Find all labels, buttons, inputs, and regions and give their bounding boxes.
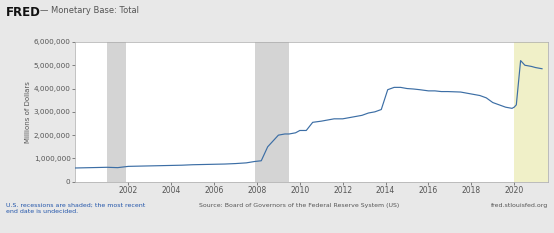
- Bar: [107, 42, 126, 182]
- Text: FRED: FRED: [6, 6, 40, 19]
- Text: U.S. recessions are shaded; the most recent
end date is undecided.: U.S. recessions are shaded; the most rec…: [6, 203, 145, 214]
- Text: fred.stlouisfed.org: fred.stlouisfed.org: [491, 203, 548, 208]
- Text: — Monetary Base: Total: — Monetary Base: Total: [40, 6, 139, 15]
- Bar: [514, 42, 548, 182]
- Bar: [255, 42, 289, 182]
- Text: Source: Board of Governors of the Federal Reserve System (US): Source: Board of Governors of the Federa…: [199, 203, 399, 208]
- Y-axis label: Millions of Dollars: Millions of Dollars: [25, 81, 31, 143]
